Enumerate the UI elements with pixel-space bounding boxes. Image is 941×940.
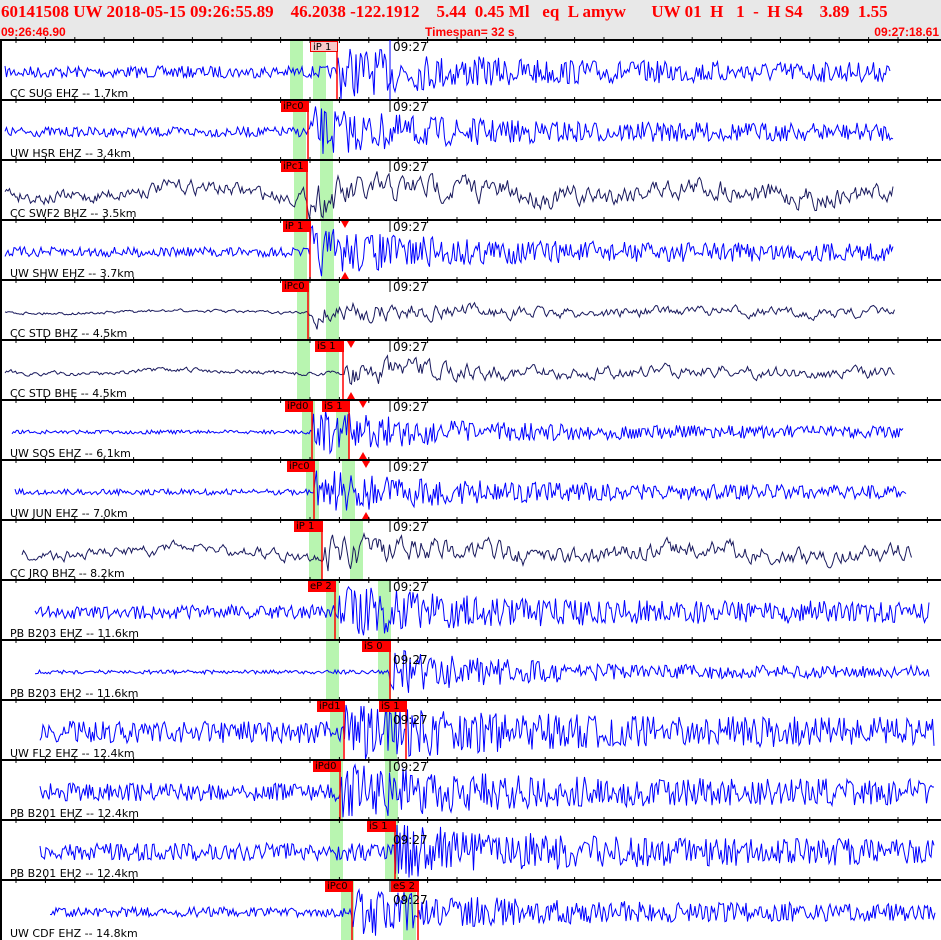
pick-label[interactable]: iS 1 <box>322 401 350 412</box>
station-label: UW SHW EHZ -- 3.7km <box>10 267 135 280</box>
station-label: CC STD BHZ -- 4.5km <box>10 327 128 340</box>
time-window <box>290 40 303 100</box>
end-time: 09:27:18.61 <box>874 25 939 39</box>
pick-label[interactable]: iP 1 <box>283 221 311 232</box>
minute-label: 09:27 <box>393 653 428 667</box>
minute-label: 09:27 <box>393 893 428 907</box>
station-label: CC STD BHE -- 4.5km <box>10 387 127 400</box>
station-label: CC SUG EHZ -- 1.7km <box>10 87 129 100</box>
minute-label: 09:27 <box>393 400 428 414</box>
waveform <box>4 301 895 330</box>
station-label: CC SWF2 BHZ -- 3.5km <box>10 207 137 220</box>
station-label: PB B201 EHZ -- 12.4km <box>10 807 139 820</box>
station-label: PB B201 EH2 -- 12.4km <box>10 867 139 880</box>
time-window <box>326 280 339 340</box>
time-window <box>350 520 363 580</box>
time-window <box>378 580 391 640</box>
waveform <box>4 171 894 220</box>
waveform <box>49 888 936 936</box>
event-header: 60141508 UW 2018-05-15 09:26:55.89 46.20… <box>0 0 941 40</box>
timespan: Timespan= 32 s <box>425 25 515 39</box>
pick-label[interactable]: iPc0 <box>282 281 309 292</box>
pick-label[interactable]: eP 2 <box>308 581 336 592</box>
amplitude-marker <box>341 272 349 279</box>
pick-label[interactable]: iS 1 <box>315 341 344 352</box>
amplitude-marker <box>362 512 370 519</box>
waveform <box>39 704 935 760</box>
pick-label[interactable]: iP 1 <box>310 41 338 52</box>
amplitude-marker <box>359 452 367 459</box>
pick-label[interactable]: eS 2 <box>391 881 419 892</box>
waveform <box>4 106 894 154</box>
waveform <box>39 763 934 818</box>
time-window <box>309 520 322 580</box>
time-window <box>342 460 355 520</box>
station-label: CC JRO BHZ -- 8.2km <box>10 567 125 580</box>
station-label: PB B203 EHZ -- 11.6km <box>10 627 139 640</box>
waveform <box>34 650 930 693</box>
pick-label[interactable]: iPc1 <box>281 161 308 172</box>
pick-label[interactable]: iS 1 <box>367 821 396 832</box>
minute-label: 09:27 <box>393 713 428 727</box>
pick-label[interactable]: iPc0 <box>325 881 353 892</box>
waveform <box>39 824 935 878</box>
pick-label[interactable]: iPc0 <box>287 461 315 472</box>
start-time: 09:26:46.90 <box>1 25 66 39</box>
waveform <box>4 354 895 386</box>
minute-label: 09:27 <box>393 833 428 847</box>
amplitude-marker <box>347 341 355 348</box>
event-summary: 60141508 UW 2018-05-15 09:26:55.89 46.20… <box>1 2 888 21</box>
time-window <box>341 880 354 940</box>
waveform <box>4 224 894 277</box>
minute-label: 09:27 <box>393 280 428 294</box>
station-label: PB B203 EH2 -- 11.6km <box>10 687 139 700</box>
station-label: UW FL2 EHZ -- 12.4km <box>10 747 135 760</box>
station-label: UW SOS EHZ -- 6.1km <box>10 447 131 460</box>
time-window <box>293 100 306 160</box>
minute-label: 09:27 <box>393 760 428 774</box>
time-window <box>326 640 339 700</box>
time-window <box>297 280 310 340</box>
amplitude-marker <box>359 401 367 408</box>
amplitude-marker <box>341 221 349 228</box>
pick-label[interactable]: iP 1 <box>294 521 323 532</box>
station-label: UW JUN EHZ -- 7.0km <box>10 507 128 520</box>
amplitude-marker <box>347 392 355 399</box>
minute-label: 09:27 <box>393 520 428 534</box>
station-label: UW HSR EHZ -- 3.4km <box>10 147 132 160</box>
amplitude-marker <box>362 461 370 468</box>
pick-label[interactable]: iS 0 <box>362 641 391 652</box>
minute-label: 09:27 <box>393 160 428 174</box>
minute-label: 09:27 <box>393 580 428 594</box>
station-label: UW CDF EHZ -- 14.8km <box>10 927 138 940</box>
waveform <box>4 48 891 100</box>
pick-label[interactable]: iS 1 <box>379 701 407 712</box>
time-window <box>326 340 339 400</box>
waveform <box>21 532 912 572</box>
time-window <box>330 820 343 880</box>
minute-label: 09:27 <box>393 100 428 114</box>
minute-label: 09:27 <box>393 340 428 354</box>
time-window <box>378 640 391 700</box>
minute-label: 09:27 <box>393 220 428 234</box>
waveform <box>11 410 904 455</box>
time-window <box>297 340 310 400</box>
waveform <box>34 585 930 636</box>
minute-label: 09:27 <box>393 460 428 474</box>
minute-label: 09:27 <box>393 40 428 54</box>
pick-label[interactable]: iPc0 <box>281 101 309 112</box>
waveform <box>14 470 907 511</box>
pick-label[interactable]: iPd0 <box>285 401 313 412</box>
time-window <box>320 160 333 220</box>
time-window <box>294 220 307 280</box>
pick-label[interactable]: iPd1 <box>317 701 345 712</box>
time-window <box>294 160 307 220</box>
pick-label[interactable]: iPd0 <box>313 761 341 772</box>
